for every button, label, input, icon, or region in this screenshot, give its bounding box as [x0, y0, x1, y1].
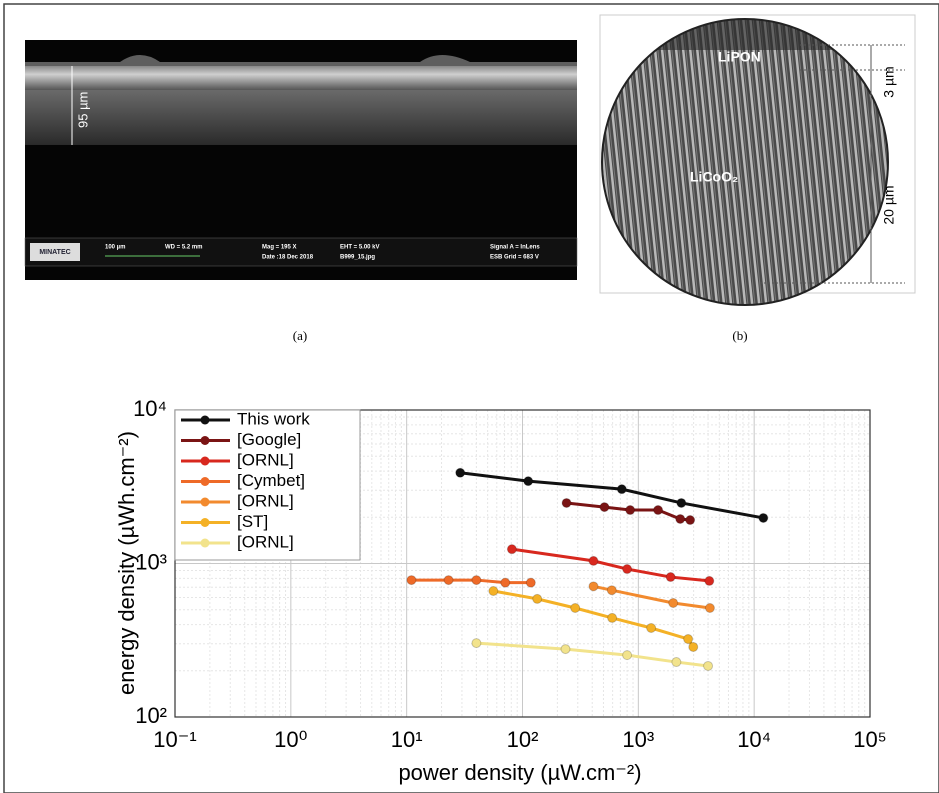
caption-a: (a): [293, 328, 307, 343]
y-tick-label: 10⁴: [133, 396, 167, 421]
data-point: [675, 513, 686, 524]
data-point: [488, 585, 499, 596]
legend-label: [ST]: [237, 512, 268, 531]
data-point: [588, 555, 599, 566]
data-point: [668, 597, 679, 608]
data-point: [622, 650, 633, 661]
data-point: [671, 657, 682, 668]
data-point: [588, 581, 599, 592]
y-tick-label: 10³: [135, 549, 167, 574]
legend-marker: [200, 518, 210, 527]
data-point: [506, 544, 517, 555]
data-point: [758, 512, 769, 523]
series-line: [593, 584, 711, 610]
data-point: [455, 467, 466, 478]
x-tick-label: 10¹: [391, 727, 423, 752]
data-point: [653, 505, 664, 516]
y-axis-label: energy density (µWh.cm⁻²): [114, 431, 139, 695]
circle-frame: [601, 18, 889, 306]
legend-marker: [200, 415, 210, 425]
licoo2-label: LiCoO₂: [690, 169, 738, 185]
logo: MINATEC: [39, 249, 70, 256]
date: Date :18 Dec 2018: [262, 255, 314, 261]
x-axis-label: power density (µW.cm⁻²): [398, 760, 641, 785]
legend-label: [ORNL]: [237, 532, 294, 551]
data-point: [704, 602, 715, 613]
data-point: [570, 602, 581, 613]
scale-text: 100 µm: [105, 245, 125, 251]
data-point: [560, 644, 571, 655]
data-point: [500, 577, 511, 588]
data-point: [525, 577, 536, 588]
data-point: [683, 634, 694, 645]
film: [25, 66, 577, 90]
x-tick-label: 10⁴: [737, 727, 771, 752]
x-tick-label: 10⁻¹: [153, 727, 196, 752]
data-point: [532, 593, 543, 604]
x-tick-label: 10⁵: [853, 727, 887, 752]
legend-marker: [200, 497, 210, 507]
legend-label: [Google]: [237, 430, 301, 449]
logo-box: [30, 243, 80, 261]
legend-marker: [200, 538, 210, 548]
data-point: [561, 497, 572, 508]
top-thickness: 3 µm: [881, 66, 897, 97]
legend-marker: [200, 456, 210, 466]
lipon-layer: [602, 19, 888, 50]
wd: WD = 5.2 mm: [165, 245, 203, 251]
data-point: [685, 515, 696, 526]
frame: [3, 3, 939, 793]
legend-label: This work: [237, 409, 310, 428]
signal: Signal A = InLens: [490, 245, 540, 251]
legend-label: [Cymbet]: [237, 471, 305, 490]
y-tick-label: 10²: [135, 703, 167, 728]
data-point: [523, 476, 534, 487]
data-point: [616, 484, 627, 495]
file: B999_15.jpg: [340, 255, 375, 261]
substrate: [25, 90, 577, 145]
data-point: [676, 497, 687, 508]
eht: EHT = 5.00 kV: [340, 245, 380, 251]
plot-frame: [174, 409, 871, 718]
data-point: [443, 575, 454, 586]
legend-label: [ORNL]: [237, 450, 294, 469]
data-point: [625, 505, 636, 516]
thickness-label: 95 µm: [75, 92, 90, 128]
lipon-label: LiPON: [718, 49, 761, 65]
data-point: [622, 564, 633, 575]
legend-marker: [200, 436, 210, 445]
panel-b: LiPON LiCoO₂ 3 µm 20 µm: [599, 14, 916, 306]
data-point: [703, 660, 714, 671]
data-point: [607, 612, 618, 623]
data-point: [665, 572, 676, 583]
x-tick-label: 10³: [622, 727, 654, 752]
x-tick-label: 10²: [507, 727, 539, 752]
data-point: [606, 585, 617, 596]
panel-a: 95 µm MINATEC 100 µm WD = 5.2 mm Mag = 1…: [24, 40, 578, 280]
mag: Mag = 195 X: [262, 245, 297, 251]
sem-image: [602, 19, 888, 305]
data-point: [599, 502, 610, 513]
chart: power density (µW.cm⁻²) energy density (…: [114, 396, 887, 785]
data-point: [646, 623, 657, 634]
caption-b: (b): [732, 328, 747, 343]
data-point: [406, 575, 417, 586]
esb-grid: ESB Grid = 683 V: [490, 255, 539, 261]
info-bar: [24, 237, 578, 267]
legend-marker: [200, 477, 210, 486]
legend-label: [ORNL]: [237, 491, 294, 510]
data-point: [688, 641, 699, 652]
x-tick-label: 10⁰: [274, 727, 307, 752]
data-point: [704, 575, 715, 586]
bottom-thickness: 20 µm: [881, 185, 897, 224]
data-point: [471, 575, 482, 586]
data-point: [471, 638, 482, 649]
